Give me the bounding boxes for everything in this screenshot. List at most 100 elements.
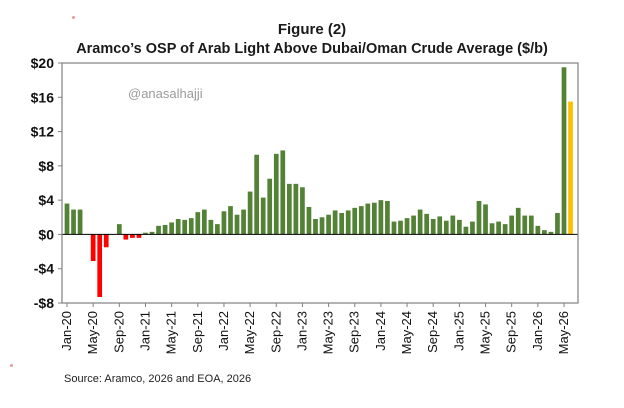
bar-jul-25 (496, 221, 501, 235)
y-tick-label: -$4 (34, 261, 54, 277)
y-tick-label: $0 (38, 226, 54, 242)
bar-mar-23 (313, 219, 318, 235)
x-tick-label: May-24 (399, 311, 414, 354)
watermark: @anasalhajji (128, 86, 203, 101)
figure-label: Figure (2) (277, 21, 347, 38)
decorative-dot (10, 364, 13, 367)
bar-sep-21 (195, 212, 201, 235)
bar-dec-23 (372, 202, 377, 235)
bar-apr-26 (555, 213, 560, 235)
bar-sep-20 (116, 224, 122, 235)
bar-oct-25 (515, 207, 521, 235)
bar-may-26 (561, 67, 567, 235)
bar-feb-24 (385, 201, 390, 235)
bar-nov-22 (286, 183, 292, 235)
y-tick-label: $20 (31, 55, 55, 71)
bar-may-21 (169, 222, 174, 235)
bar-oct-24 (437, 216, 443, 235)
bar-jul-24 (417, 209, 423, 235)
bar-jun-24 (411, 215, 416, 235)
plot-frame (61, 62, 579, 304)
bar-jun-23 (332, 210, 338, 235)
bar-jun-22 (254, 154, 259, 235)
bars-group (64, 67, 573, 297)
bar-apr-21 (162, 225, 168, 235)
bar-nov-25 (522, 215, 528, 235)
bar-jul-21 (182, 219, 188, 235)
bar-nov-21 (208, 219, 214, 235)
bar-apr-25 (476, 201, 482, 235)
bar-sep-22 (273, 153, 279, 235)
bar-jun-20 (97, 234, 103, 297)
bar-jan-22 (221, 211, 227, 235)
bar-mar-24 (391, 221, 397, 235)
bar-jan-26 (535, 225, 541, 235)
bar-dec-20 (136, 234, 142, 238)
x-tick-label: Jan-22 (216, 311, 231, 351)
y-axis: $20 $16 $12 $8 $4 $0 -$4 -$8 (31, 55, 62, 311)
bar-jan-25 (457, 219, 462, 235)
bar-dec-22 (293, 183, 299, 235)
x-tick-label: Jan-21 (137, 311, 152, 351)
chart-title: Aramco’s OSP of Arab Light Above Dubai/O… (76, 41, 548, 57)
bar-feb-22 (228, 206, 233, 235)
x-tick-label: May-26 (556, 311, 571, 354)
x-tick-label: Sep-21 (190, 311, 205, 353)
bar-feb-25 (463, 226, 469, 235)
bar-aug-24 (424, 213, 430, 235)
x-tick-label: Jan-23 (294, 311, 309, 351)
y-tick-label: $12 (31, 124, 55, 140)
bar-sep-24 (430, 219, 436, 235)
bar-jul-22 (260, 197, 266, 235)
x-tick-label: Jan-24 (373, 311, 388, 351)
bar-nov-20 (130, 234, 135, 238)
bar-jan-23 (300, 187, 305, 235)
bar-feb-23 (306, 207, 312, 235)
bar-apr-24 (398, 220, 403, 235)
bar-may-22 (247, 191, 253, 235)
x-tick-label: Sep-22 (268, 311, 283, 353)
bar-mar-25 (470, 221, 475, 235)
y-tick-label: -$8 (34, 295, 54, 311)
bar-dec-21 (215, 224, 220, 235)
bar-feb-20 (71, 209, 76, 235)
bar-jul-23 (339, 213, 345, 235)
bar-may-20 (90, 234, 96, 261)
bar-jul-20 (103, 234, 109, 248)
bar-may-25 (483, 204, 488, 235)
x-tick-label: Jan-20 (59, 311, 74, 351)
x-tick-label: Sep-20 (111, 311, 126, 353)
x-tick-label: Jan-25 (451, 311, 466, 351)
bar-feb-26 (542, 230, 547, 235)
bar-aug-23 (345, 210, 351, 235)
x-tick-label: May-23 (321, 311, 336, 354)
x-tick-label: Sep-24 (425, 311, 440, 353)
x-tick-label: May-25 (478, 311, 493, 354)
bar-may-23 (326, 214, 331, 235)
bar-jun-21 (175, 219, 181, 235)
bar-aug-22 (267, 178, 273, 235)
bar-aug-21 (188, 218, 194, 235)
bar-oct-23 (358, 206, 364, 235)
x-tick-label: May-22 (242, 311, 257, 354)
y-tick-label: $8 (38, 158, 54, 174)
bar-jan-24 (378, 200, 384, 235)
bar-apr-23 (319, 217, 325, 235)
x-tick-label: Sep-23 (347, 311, 362, 353)
bar-jun-25 (489, 223, 495, 235)
bar-oct-21 (201, 209, 207, 235)
bar-mar-26 (548, 231, 554, 235)
bar-may-24 (404, 218, 410, 235)
x-axis: Jan-20 May-20 Sep-20 Jan-21 May-21 Sep-21 Jan-… (59, 303, 571, 354)
bar-nov-24 (443, 220, 449, 235)
y-tick-label: $4 (38, 192, 54, 208)
x-tick-label: Jan-26 (530, 311, 545, 351)
x-tick-label: Sep-25 (504, 311, 519, 353)
x-tick-label: May-20 (85, 311, 100, 354)
bar-sep-25 (509, 215, 515, 235)
bar-sep-23 (352, 207, 358, 235)
bar-nov-23 (365, 203, 371, 235)
bar-oct-20 (123, 234, 129, 240)
bar-dec-24 (450, 215, 456, 235)
